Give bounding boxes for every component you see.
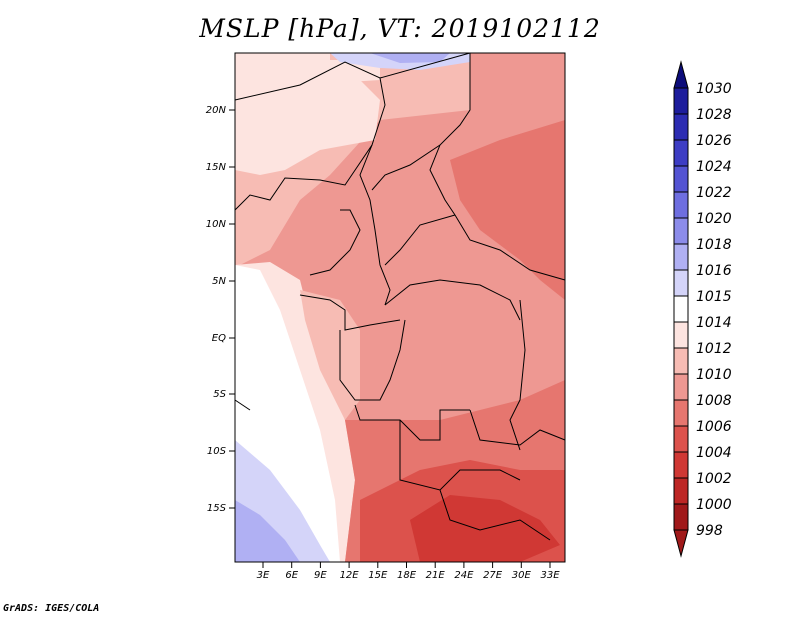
colorbar-label: 1010	[696, 367, 732, 383]
colorbar-min-arrow	[673, 529, 689, 558]
lat-label: 10S	[207, 446, 227, 457]
colorbar-segment	[673, 425, 689, 453]
lat-label: 5N	[212, 276, 226, 287]
colorbar-segment	[673, 217, 689, 245]
colorbar-label: 1014	[696, 315, 732, 331]
colorbar-label: 1006	[696, 419, 732, 435]
colorbar-label: 1018	[696, 237, 732, 253]
colorbar-label: 1026	[696, 133, 732, 149]
colorbar-label: 1012	[696, 341, 732, 357]
lon-label: 33E	[540, 570, 560, 581]
colorbar-segment	[673, 451, 689, 479]
lon-label: 24E	[454, 570, 474, 581]
lat-label: 15S	[207, 503, 227, 514]
colorbar-segment	[673, 295, 689, 323]
colorbar-label: 1015	[696, 289, 732, 305]
lat-label: 20N	[206, 105, 227, 116]
lon-label: 6E	[285, 570, 298, 581]
colorbar-label: 1004	[696, 445, 732, 461]
colorbar-segment	[673, 243, 689, 271]
lon-label: 3E	[257, 570, 270, 581]
pressure-field	[235, 53, 565, 562]
colorbar-segment	[673, 269, 689, 297]
colorbar-label: 1002	[696, 471, 732, 487]
colorbar-segment	[673, 87, 689, 115]
lon-label: 18E	[397, 570, 417, 581]
lat-label: 10N	[206, 219, 227, 230]
colorbar-label: 998	[696, 523, 723, 539]
colorbar-segment	[673, 139, 689, 167]
colorbar-segment	[673, 347, 689, 375]
longitude-axis: 3E 6E 9E 12E 15E 18E 21E 24E 27E 30E 33E	[257, 562, 560, 581]
lon-label: 30E	[512, 570, 532, 581]
map-frame	[234, 52, 566, 563]
colorbar-segment	[673, 373, 689, 401]
colorbar-segment	[673, 191, 689, 219]
colorbar-max-arrow	[673, 60, 689, 89]
colorbar-segment	[673, 321, 689, 349]
colorbar: 1030 1028 1026 1024 1022 1020 1018 1016 1015 1014…	[673, 60, 732, 558]
colorbar-segment	[673, 113, 689, 141]
colorbar-label: 1030	[696, 81, 732, 97]
colorbar-segment	[673, 477, 689, 505]
colorbar-segment	[673, 165, 689, 193]
lat-label: EQ	[212, 333, 226, 344]
lat-label: 15N	[206, 162, 227, 173]
colorbar-label: 1008	[696, 393, 732, 409]
map-title: MSLP [hPa], VT: 2019102112	[199, 14, 601, 43]
lon-label: 21E	[426, 570, 446, 581]
lon-label: 12E	[340, 570, 360, 581]
country-borders	[234, 52, 566, 541]
colorbar-label: 1000	[696, 497, 732, 513]
colorbar-label: 1028	[696, 107, 732, 123]
colorbar-label: 1016	[696, 263, 732, 279]
colorbar-segment	[673, 503, 689, 531]
colorbar-label: 1022	[696, 185, 732, 201]
colorbar-segment	[673, 399, 689, 427]
latitude-axis: 20N 15N 10N 5N EQ 5S 10S 15S	[206, 105, 235, 514]
colorbar-label: 1020	[696, 211, 732, 227]
grads-credit: GrADS: IGES/COLA	[3, 603, 100, 614]
lon-label: 9E	[314, 570, 327, 581]
colorbar-label: 1024	[696, 159, 732, 175]
lon-label: 27E	[483, 570, 503, 581]
lon-label: 15E	[368, 570, 388, 581]
lat-label: 5S	[213, 389, 226, 400]
